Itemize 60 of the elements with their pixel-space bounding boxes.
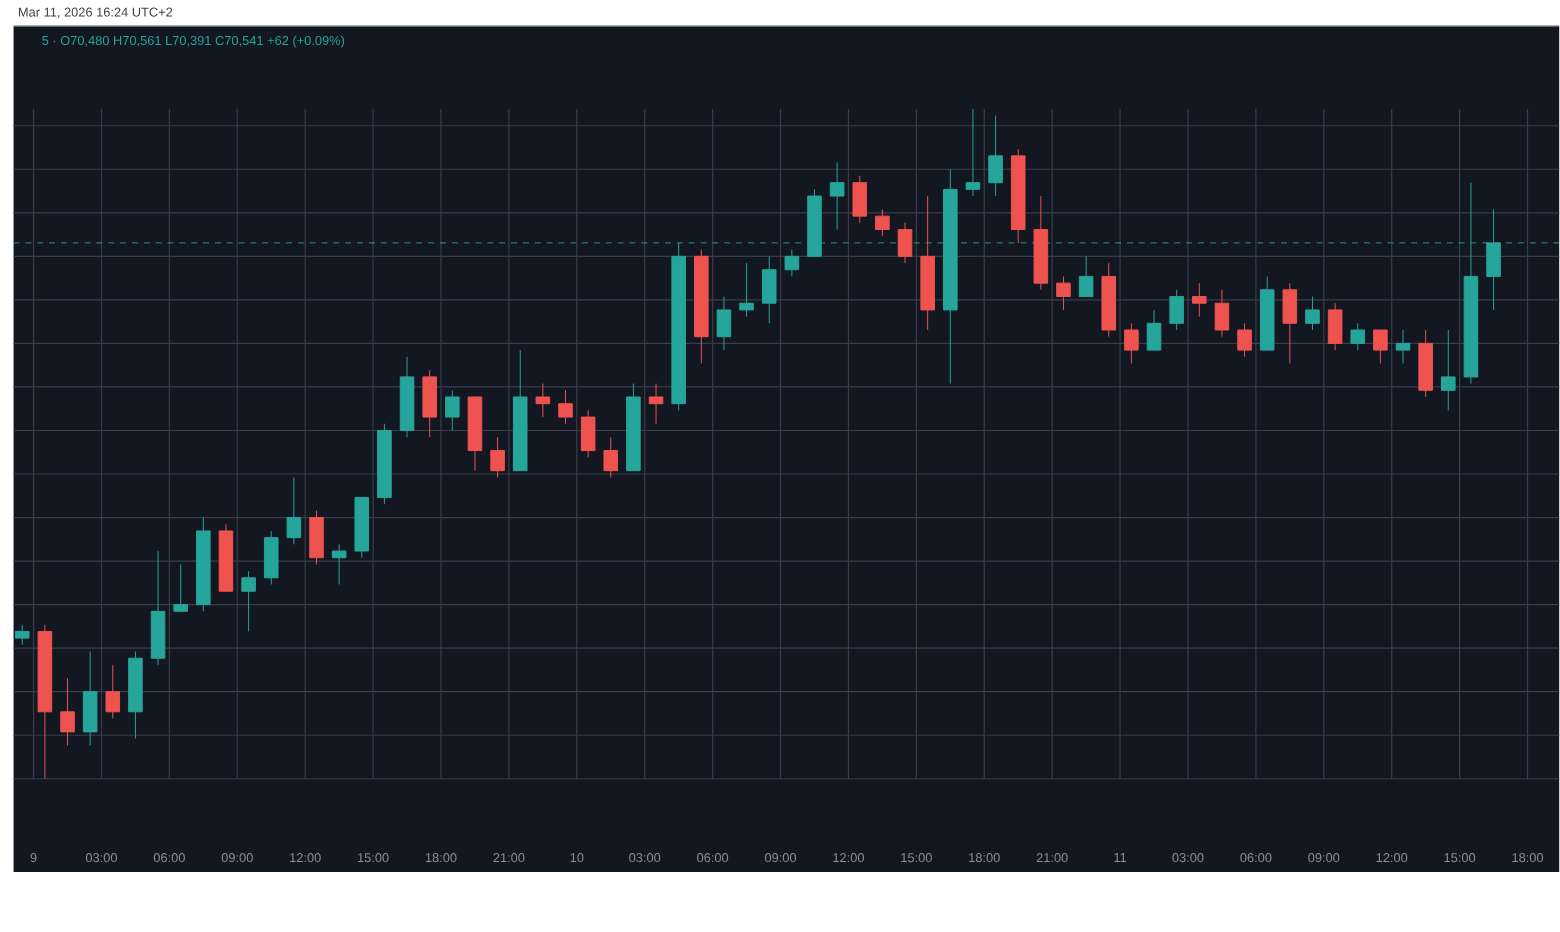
candlestick (1237, 323, 1252, 358)
candlestick (218, 524, 234, 593)
candlestick (1441, 329, 1456, 412)
candlestick (535, 383, 551, 418)
candlestick (354, 497, 370, 559)
candlestick (1192, 282, 1207, 318)
candlestick (14, 624, 30, 646)
candlestick (105, 664, 121, 720)
candlestick (377, 423, 392, 505)
candlestick (852, 175, 868, 224)
candlestick (558, 390, 573, 425)
candlestick (1373, 329, 1388, 365)
candlestick (1395, 329, 1411, 365)
candlestick (1327, 303, 1343, 351)
candlestick (920, 195, 935, 331)
candlestick (761, 256, 777, 325)
candlestick (422, 370, 437, 438)
candlestick (1146, 309, 1162, 351)
candlestick (1214, 289, 1230, 338)
candlestick (988, 115, 1003, 197)
candlestick (173, 564, 188, 613)
candlestick (1033, 195, 1049, 291)
candlestick (603, 436, 619, 479)
candlestick (671, 242, 686, 412)
candlestick (196, 517, 211, 613)
candlestick (1010, 148, 1026, 244)
candlestick (1124, 323, 1139, 365)
candlestick (331, 544, 347, 586)
candlestick (694, 249, 709, 365)
candlestick (82, 651, 98, 747)
candlestick (309, 510, 324, 566)
candlestick (1305, 296, 1320, 331)
candlestick (580, 410, 596, 459)
candlestick (875, 209, 890, 238)
candlestick (1350, 323, 1366, 351)
candlestick (286, 477, 302, 546)
candlestick (784, 249, 800, 278)
candlestick (128, 651, 143, 740)
candlestick (512, 349, 528, 472)
candlestick (1259, 276, 1275, 351)
candlestick (1282, 282, 1298, 365)
candlestick (1101, 262, 1117, 338)
candlestick (399, 356, 415, 438)
candlestick (263, 530, 279, 586)
candlestick (1169, 289, 1184, 331)
candlestick (739, 262, 754, 318)
candlestick (626, 383, 641, 472)
candlestick (241, 570, 256, 633)
candlestick (648, 383, 664, 425)
candlestick (829, 162, 845, 231)
candlestick (490, 436, 505, 479)
candlestick (467, 396, 483, 472)
candlestick (445, 390, 460, 432)
candlestick (1056, 276, 1071, 311)
candlestick (1418, 329, 1433, 398)
candlestick (150, 550, 166, 666)
candlestick (60, 678, 75, 747)
candlestick (897, 222, 913, 264)
candlestick (716, 296, 732, 351)
candlestick (1078, 256, 1094, 298)
